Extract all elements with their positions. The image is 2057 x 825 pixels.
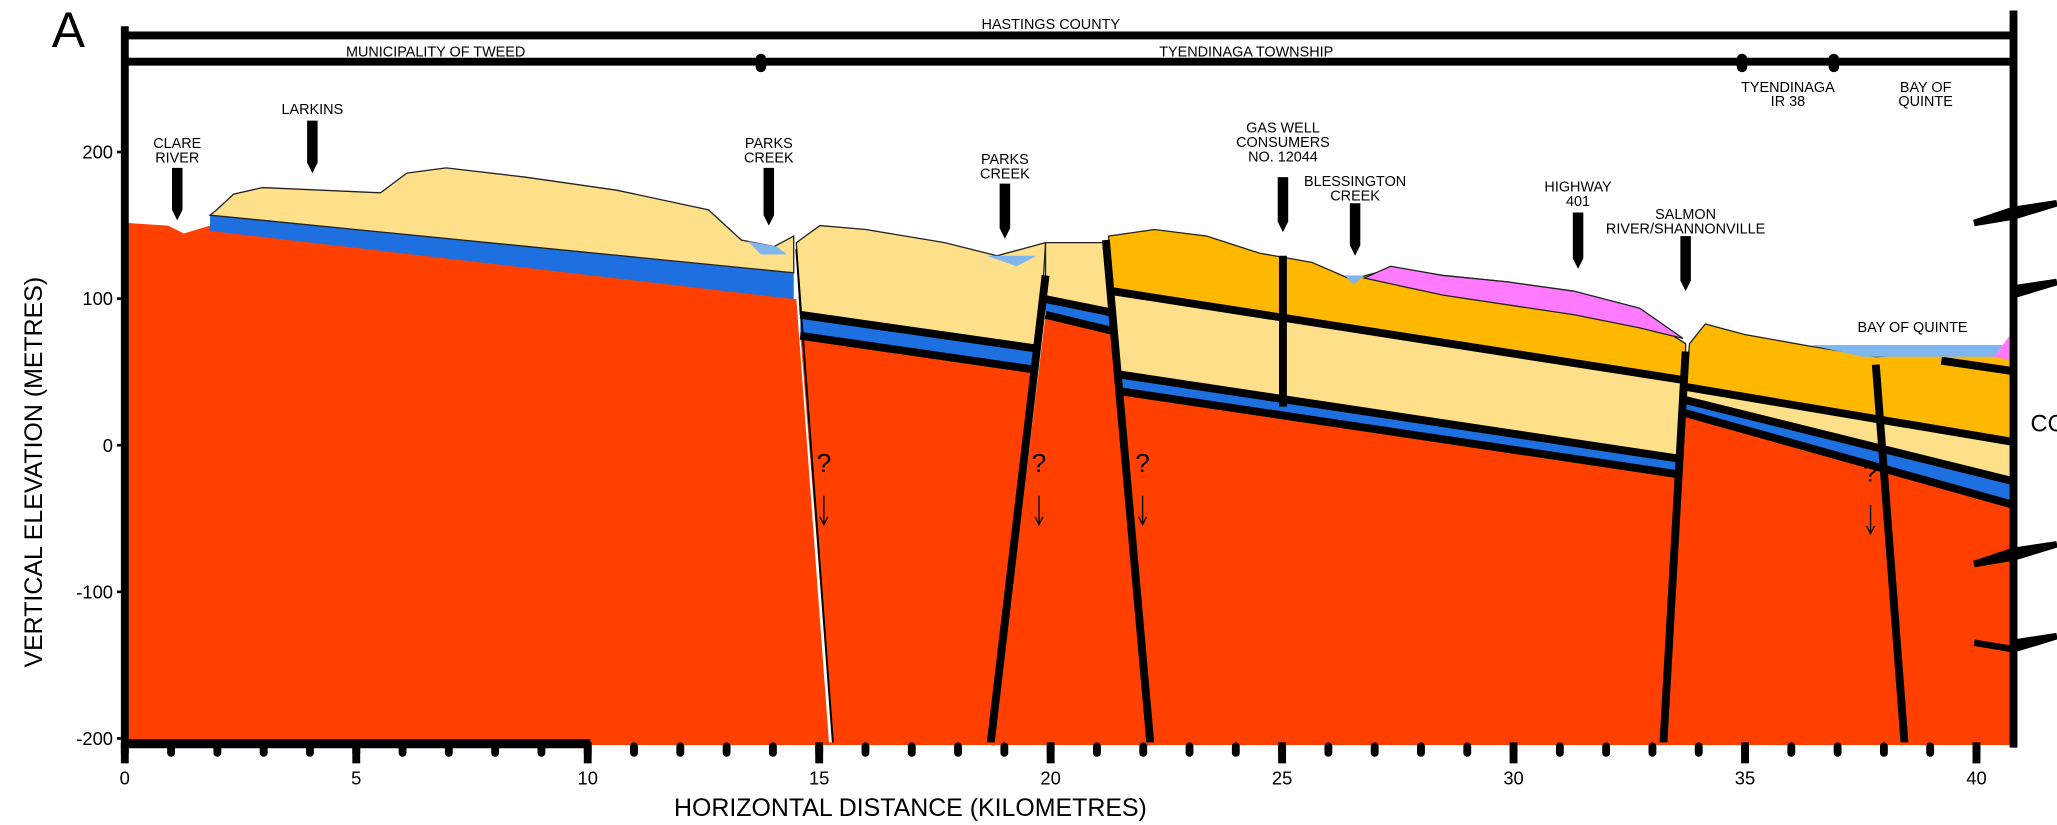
minor-tick [954,742,962,756]
feature-label: NO. 12044 [1248,149,1318,165]
minor-tick [1880,742,1888,756]
minor-tick [1186,742,1194,756]
x-tick-label: 5 [351,767,361,788]
feature-label: RIVER/SHANNONVILLE [1606,221,1765,237]
geology [127,168,2013,745]
minor-tick [769,742,777,756]
minor-tick [1463,742,1471,756]
y-tick-label: -100 [76,581,113,602]
cut-label: CO [2031,412,2057,438]
minor-tick [1556,742,1564,756]
feature-marker [172,168,182,220]
minor-tick [1787,742,1795,756]
x-tick-label: 0 [120,767,130,788]
county-label: HASTINGS COUNTY [982,17,1121,33]
minor-tick [167,742,175,756]
minor-tick [399,742,407,756]
minor-tick [1232,742,1240,756]
minor-tick [908,742,916,756]
y-tick-label: 0 [103,435,113,456]
minor-tick [1000,742,1008,756]
feature-label: CREEK [980,166,1030,182]
fault-query: ? [1032,448,1047,478]
x-tick-label: 40 [1966,767,1986,788]
x-tick-label: 35 [1735,767,1755,788]
y-tick-label: 100 [82,288,113,309]
minor-tick [260,742,268,756]
top-label: QUINTE [1898,94,1952,110]
minor-tick [676,742,684,756]
minor-tick [1834,742,1842,756]
y-tick-label: 200 [82,142,113,163]
minor-tick [1417,742,1425,756]
fault-query: ? [1135,448,1150,478]
y-axis-label: VERTICAL ELEVATION (METRES) [20,277,48,668]
feature-label: 401 [1566,194,1590,210]
feature-label: CREEK [1330,189,1380,205]
bedrock [127,223,829,745]
x-axis-label: HORIZONTAL DISTANCE (KILOMETRES) [674,794,1147,822]
panel-label: A [52,2,86,58]
minor-tick [1926,742,1934,756]
x-tick-label: 25 [1272,767,1292,788]
x-tick-label: 10 [578,767,598,788]
feature-marker [1000,184,1010,239]
fault-query: ? [1863,457,1878,487]
minor-tick [630,742,638,756]
minor-tick [537,742,545,756]
minor-tick [1695,742,1703,756]
x-tick-label: 20 [1040,767,1060,788]
feature-marker [1573,212,1583,268]
top-label: IR 38 [1771,94,1805,110]
cross-section: 0 5 10 15 20 25 30 35 40 -200 -100 0 100 200 HORIZONTA… [0,0,2057,825]
minor-tick [491,742,499,756]
minor-tick [1324,742,1332,756]
x-tick-label: 15 [809,767,829,788]
municipality-label: TYENDINAGA TOWNSHIP [1159,44,1333,60]
feature-marker [764,168,774,226]
minor-tick [213,742,221,756]
minor-tick [306,742,314,756]
minor-tick [1093,742,1101,756]
feature-marker [1278,177,1288,232]
minor-tick [445,742,453,756]
feature-marker [307,121,317,173]
y-tick-label: -200 [76,728,113,749]
feature-marker [1680,236,1690,291]
feature-label: CREEK [744,151,794,167]
minor-tick [1139,742,1147,756]
minor-tick [723,742,731,756]
minor-tick [862,742,870,756]
fault-query: ? [817,448,832,478]
water-label: BAY OF QUINTE [1858,320,1968,336]
feature-label: LARKINS [282,102,344,118]
feature-label: RIVER [155,151,199,167]
municipality-label: MUNICIPALITY OF TWEED [346,44,525,60]
minor-tick [1371,742,1379,756]
minor-tick [1602,742,1610,756]
feature-marker [1350,203,1360,255]
x-tick-label: 30 [1503,767,1523,788]
minor-tick [1649,742,1657,756]
